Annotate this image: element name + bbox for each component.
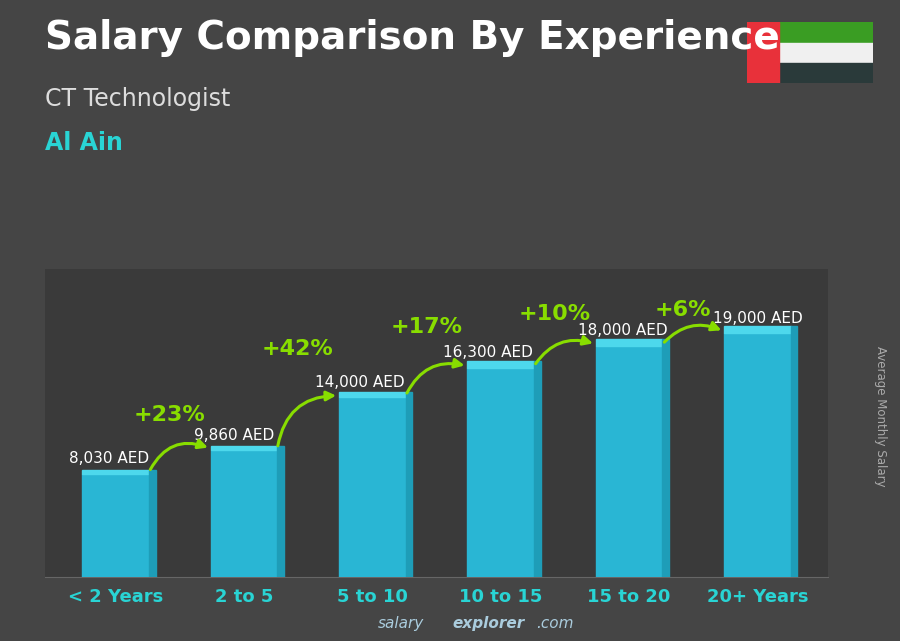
Text: 19,000 AED: 19,000 AED [713, 312, 802, 326]
Text: Al Ain: Al Ain [45, 131, 123, 155]
Text: +10%: +10% [518, 304, 590, 324]
Text: +42%: +42% [262, 338, 334, 359]
Text: salary: salary [378, 617, 424, 631]
Bar [596, 346, 662, 577]
Bar [277, 446, 284, 577]
Bar [149, 470, 156, 577]
Bar [791, 326, 797, 577]
Text: 18,000 AED: 18,000 AED [578, 324, 668, 338]
Bar [724, 326, 791, 333]
Text: CT Technologist: CT Technologist [45, 87, 230, 110]
Text: +6%: +6% [654, 300, 711, 320]
Bar [747, 22, 778, 83]
Bar [82, 470, 149, 474]
Text: .com: .com [536, 617, 574, 631]
Text: 9,860 AED: 9,860 AED [194, 428, 274, 444]
Bar [211, 451, 277, 577]
Text: Average Monthly Salary: Average Monthly Salary [874, 346, 886, 487]
Bar [596, 339, 662, 346]
Bar [339, 397, 406, 577]
Bar [406, 392, 412, 577]
Bar [747, 43, 873, 63]
Bar [747, 22, 873, 43]
Text: +23%: +23% [133, 404, 205, 424]
Bar [467, 362, 534, 368]
Bar [467, 368, 534, 577]
Bar [534, 362, 541, 577]
Bar [747, 63, 873, 83]
Bar [339, 392, 406, 397]
Bar [724, 333, 791, 577]
Bar [211, 446, 277, 451]
Bar [662, 339, 669, 577]
Text: Salary Comparison By Experience: Salary Comparison By Experience [45, 19, 779, 57]
Text: 8,030 AED: 8,030 AED [69, 451, 149, 466]
Text: 16,300 AED: 16,300 AED [443, 345, 533, 360]
Text: +17%: +17% [391, 317, 463, 337]
Text: 14,000 AED: 14,000 AED [315, 375, 404, 390]
Bar [82, 474, 149, 577]
Text: explorer: explorer [453, 617, 525, 631]
